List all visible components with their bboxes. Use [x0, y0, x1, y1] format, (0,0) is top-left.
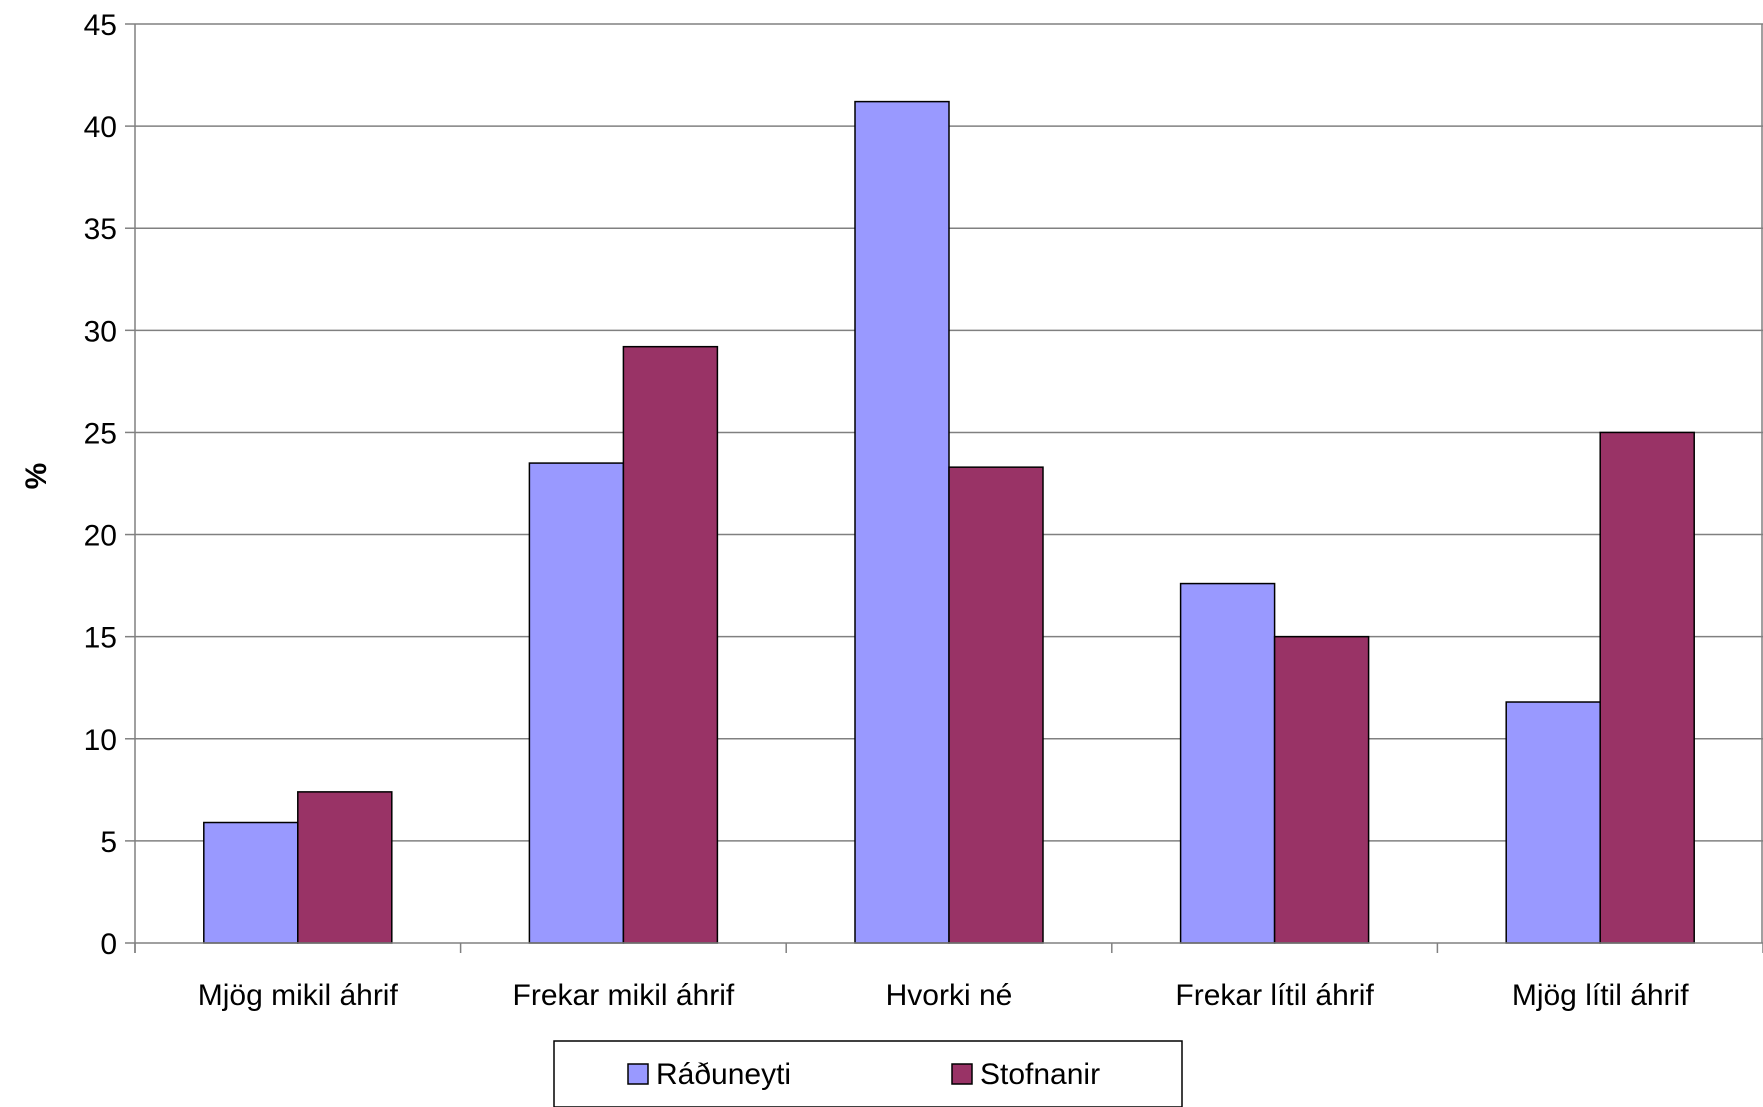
y-tick-label: 10: [84, 724, 117, 757]
legend-label-stofnanir: Stofnanir: [980, 1058, 1100, 1091]
y-tick-label: 0: [100, 928, 117, 961]
legend-swatch-raduneyti: [627, 1063, 649, 1085]
x-category-label: Frekar mikil áhrif: [513, 979, 735, 1012]
legend: Ráðuneyti Stofnanir: [553, 1040, 1183, 1107]
y-axis-title: %: [20, 463, 53, 490]
y-tick-label: 30: [84, 315, 117, 348]
y-tick-label: 40: [84, 111, 117, 144]
bar-stofnanir: [1599, 431, 1695, 944]
y-tick-label: 45: [84, 9, 117, 42]
bar-raduneyti: [1505, 701, 1601, 944]
y-tick-label: 5: [100, 826, 117, 859]
legend-frame: [553, 1040, 1183, 1107]
y-tick-label: 15: [84, 622, 117, 655]
legend-label-raduneyti: Ráðuneyti: [656, 1058, 791, 1091]
bar-raduneyti: [203, 821, 299, 944]
axes: [125, 23, 1763, 953]
x-category-label: Frekar lítil áhrif: [1175, 979, 1374, 1012]
y-tick-labels: 0 5 10 15 20 25 30 35 40 45: [84, 9, 117, 961]
bar-stofnanir: [948, 466, 1044, 944]
y-tick-label: 25: [84, 417, 117, 450]
x-category-label: Mjög mikil áhrif: [198, 979, 399, 1012]
y-tick-label: 35: [84, 213, 117, 246]
x-category-labels: Mjög mikil áhrif Frekar mikil áhrif Hvorki…: [198, 979, 1689, 1012]
bar-stofnanir: [622, 345, 719, 944]
x-category-label: Hvorki né: [886, 979, 1013, 1012]
bar-raduneyti: [854, 100, 950, 944]
bars: [203, 100, 1695, 944]
legend-swatch-stofnanir: [951, 1063, 973, 1085]
bar-stofnanir: [297, 791, 393, 944]
y-tick-label: 20: [84, 520, 117, 553]
bar-stofnanir: [1273, 635, 1370, 944]
bar-raduneyti: [528, 462, 625, 944]
bar-raduneyti: [1179, 582, 1276, 944]
x-category-label: Mjög lítil áhrif: [1512, 979, 1689, 1012]
